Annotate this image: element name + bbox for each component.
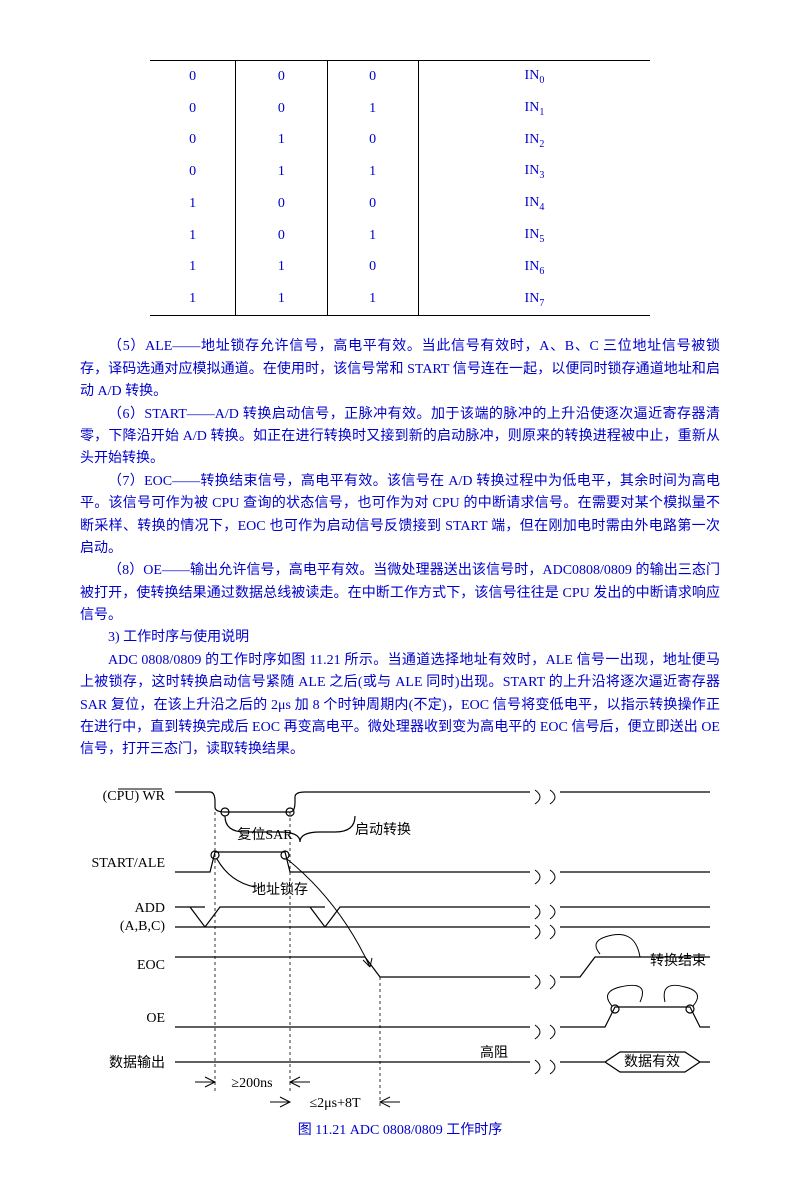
- table-cell: 0: [150, 61, 236, 93]
- timing-diagram: (CPU) WR 复位SAR 启动转换 START/ALE 地址锁存 ADD (…: [80, 782, 720, 1112]
- label-abc: (A,B,C): [120, 919, 165, 934]
- table-cell: 0: [327, 188, 418, 220]
- table-cell: IN1: [418, 93, 650, 125]
- table-cell: 1: [236, 284, 327, 316]
- figure-caption: 图 11.21 ADC 0808/0809 工作时序: [80, 1120, 720, 1142]
- para-5: （5）ALE——地址锁存允许信号，高电平有效。当此信号有效时，A、B、C 三位地…: [80, 336, 720, 403]
- label-reset-sar: 复位SAR: [237, 826, 293, 843]
- table-cell: 0: [150, 93, 236, 125]
- table-cell: IN3: [418, 156, 650, 188]
- label-start-conv: 启动转换: [355, 821, 411, 838]
- label-addr-latch: 地址锁存: [252, 882, 308, 898]
- table-cell: 1: [150, 188, 236, 220]
- label-200ns: ≥200ns: [231, 1076, 272, 1091]
- table-cell: 0: [150, 156, 236, 188]
- label-data-out: 数据输出: [109, 1055, 165, 1071]
- table-cell: IN4: [418, 188, 650, 220]
- table-cell: IN7: [418, 284, 650, 316]
- table-cell: 1: [236, 252, 327, 284]
- table-cell: 1: [327, 156, 418, 188]
- table-cell: 1: [150, 220, 236, 252]
- para-9: ADC 0808/0809 的工作时序如图 11.21 所示。当通道选择地址有效…: [80, 650, 720, 762]
- label-hiz: 高阻: [480, 1044, 508, 1061]
- table-cell: IN6: [418, 252, 650, 284]
- label-wr: (CPU) WR: [103, 789, 166, 804]
- truth-table: 000IN0001IN1010IN2011IN3100IN4101IN5110I…: [150, 60, 650, 316]
- table-cell: IN2: [418, 125, 650, 157]
- table-cell: 0: [327, 61, 418, 93]
- table-cell: 0: [327, 252, 418, 284]
- label-eoc: EOC: [137, 958, 165, 973]
- para-8: （8）OE——输出允许信号，高电平有效。当微处理器送出该信号时，ADC0808/…: [80, 560, 720, 627]
- table-cell: 0: [236, 188, 327, 220]
- table-cell: IN5: [418, 220, 650, 252]
- table-cell: 1: [327, 284, 418, 316]
- para-9-heading: 3) 工作时序与使用说明: [80, 627, 720, 649]
- table-cell: 1: [327, 220, 418, 252]
- table-cell: 0: [236, 93, 327, 125]
- table-cell: 1: [236, 125, 327, 157]
- para-7: （7）EOC——转换结束信号，高电平有效。该信号在 A/D 转换过程中为低电平，…: [80, 471, 720, 561]
- table-cell: 1: [327, 93, 418, 125]
- label-oe: OE: [146, 1011, 165, 1026]
- para-6: （6）START——A/D 转换启动信号，正脉冲有效。加于该端的脉冲的上升沿使逐…: [80, 404, 720, 471]
- label-conv-end: 转换结束: [650, 952, 706, 969]
- table-cell: 0: [327, 125, 418, 157]
- label-add: ADD: [135, 901, 165, 916]
- table-cell: 1: [236, 156, 327, 188]
- table-cell: 0: [150, 125, 236, 157]
- table-cell: 1: [150, 284, 236, 316]
- label-data-valid: 数据有效: [624, 1054, 680, 1070]
- label-start-ale: START/ALE: [92, 856, 165, 871]
- table-cell: 0: [236, 220, 327, 252]
- label-2us8t: ≤2μs+8T: [309, 1096, 361, 1111]
- table-cell: 1: [150, 252, 236, 284]
- table-cell: IN0: [418, 61, 650, 93]
- table-cell: 0: [236, 61, 327, 93]
